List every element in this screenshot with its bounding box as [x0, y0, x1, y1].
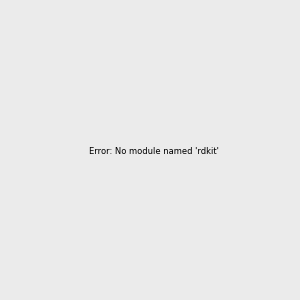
- Text: Error: No module named 'rdkit': Error: No module named 'rdkit': [89, 147, 219, 156]
